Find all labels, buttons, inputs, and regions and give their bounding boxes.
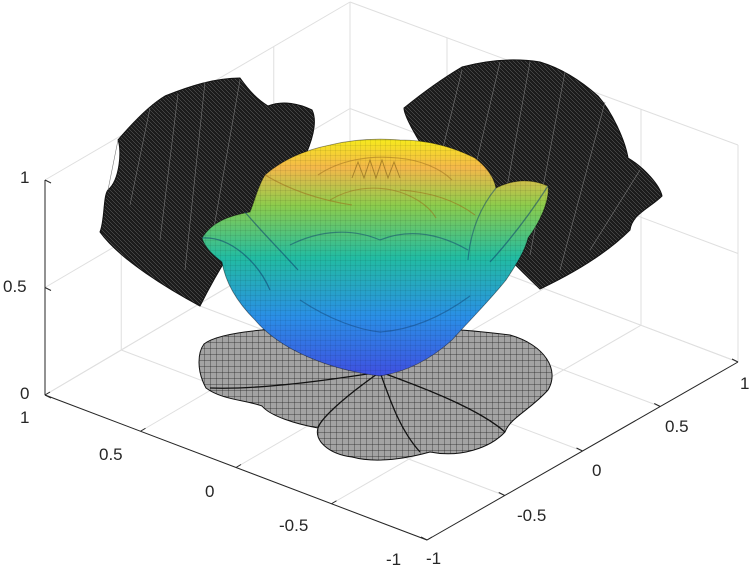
y-tick-mark <box>44 391 51 396</box>
z-tick-mark <box>44 179 52 184</box>
x-tick-label: -1 <box>426 549 441 568</box>
y-tick-mark <box>235 464 242 468</box>
z-tick-label: 0 <box>20 384 29 403</box>
x-tick-mark <box>731 358 739 363</box>
x-tick-mark <box>654 403 661 407</box>
x-tick-mark <box>576 447 583 452</box>
z-axis: 1 0.5 0 <box>3 168 29 403</box>
y-tick-label: 0.5 <box>99 445 123 464</box>
z-tick-label: 0.5 <box>3 277 27 296</box>
x-tick-label: 1 <box>740 374 749 393</box>
z-tick-mark <box>44 287 52 291</box>
y-tick-mark <box>140 427 146 432</box>
z-tick-label: 1 <box>20 168 29 187</box>
axes-lines <box>44 179 739 541</box>
y-tick-mark <box>426 536 433 541</box>
x-axis: -1 -0.5 0 0.5 1 <box>426 374 749 568</box>
y-tick-label: -1 <box>386 550 401 569</box>
projection-floor <box>198 326 553 461</box>
y-tick-label: -0.5 <box>279 516 308 535</box>
x-tick-mark <box>420 536 428 541</box>
x-tick-label: -0.5 <box>517 506 546 525</box>
x-tick-label: 0 <box>592 461 601 480</box>
x-tick-mark <box>498 492 505 496</box>
x-tick-label: 0.5 <box>665 417 689 436</box>
y-tick-label: 1 <box>20 408 29 427</box>
y-tick-mark <box>331 500 337 505</box>
y-tick-label: 0 <box>205 482 214 501</box>
rose-surface <box>201 138 549 377</box>
y-axis: 1 0.5 0 -0.5 -1 <box>20 408 401 569</box>
z-tick-mark <box>44 394 52 399</box>
